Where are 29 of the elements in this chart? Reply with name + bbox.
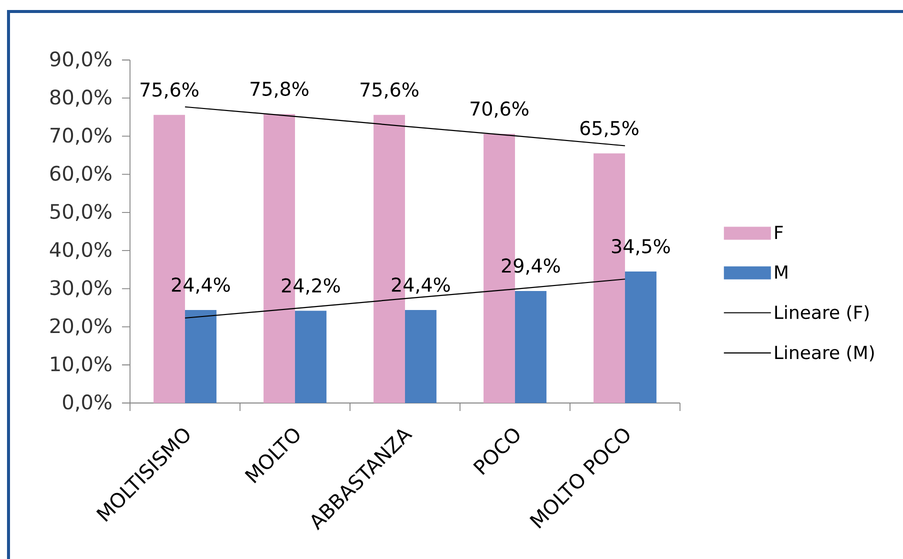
y-tick-label: 0,0% [62, 394, 112, 412]
data-label: 34,5% [612, 239, 670, 256]
y-tick-label: 40,0% [50, 242, 112, 260]
bar [185, 310, 216, 403]
y-tick-label: 30,0% [50, 280, 112, 298]
legend-label: F [775, 226, 783, 240]
data-label: 70,6% [470, 101, 528, 118]
data-label: 24,2% [282, 278, 340, 295]
data-label: 75,6% [360, 82, 418, 99]
data-label: 24,4% [172, 277, 230, 294]
data-label: 29,4% [502, 258, 560, 275]
y-tick-label: 70,0% [50, 128, 112, 145]
y-tick-label: 50,0% [50, 204, 112, 222]
legend-label: Lineare (F) [775, 305, 869, 322]
y-tick-label: 60,0% [50, 166, 112, 183]
data-label: 75,8% [250, 82, 308, 98]
legend-label: Lineare (M) [775, 345, 874, 362]
bar [515, 290, 546, 403]
bar [405, 310, 436, 403]
y-tick-label: 80,0% [50, 90, 112, 107]
y-tick-label: 10,0% [51, 356, 112, 374]
data-label: 24,4% [392, 277, 450, 294]
bar [295, 310, 326, 403]
y-tick-label: 20,0% [50, 318, 112, 336]
legend-label: M [775, 266, 788, 279]
bar [624, 272, 656, 403]
y-tick-label: 90,0% [50, 51, 112, 69]
data-label: 65,5% [580, 120, 638, 138]
data-label: 75,6% [140, 82, 198, 99]
